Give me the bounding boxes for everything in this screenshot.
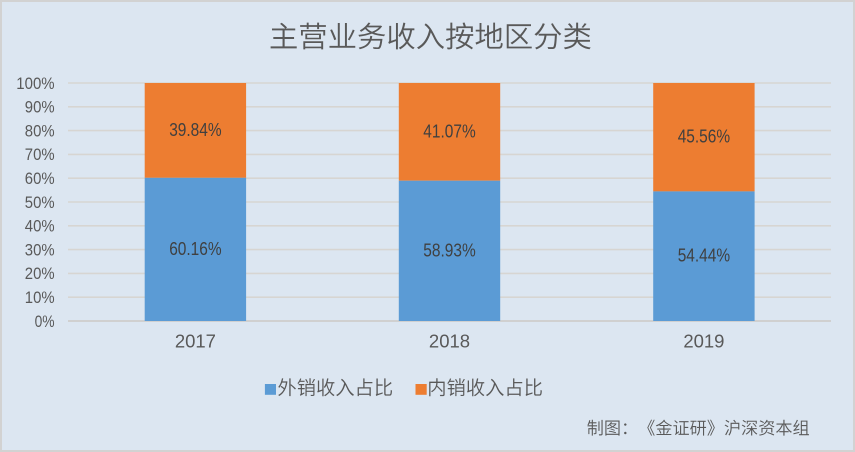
svg-text:45.56%: 45.56% [678,127,730,147]
svg-text:2018: 2018 [429,330,470,351]
svg-text:2017: 2017 [175,330,216,351]
svg-text:10%: 10% [25,288,55,307]
svg-text:60%: 60% [25,169,55,188]
svg-text:2019: 2019 [683,330,724,351]
svg-text:0%: 0% [35,312,55,331]
svg-text:39.84%: 39.84% [169,120,221,140]
svg-text:41.07%: 41.07% [423,121,475,141]
svg-text:90%: 90% [25,98,55,117]
svg-text:60.16%: 60.16% [169,239,221,259]
svg-text:50%: 50% [25,193,55,212]
svg-text:20%: 20% [25,264,55,283]
svg-text:70%: 70% [25,145,55,164]
svg-text:58.93%: 58.93% [423,240,475,260]
svg-text:80%: 80% [25,121,55,140]
svg-text:30%: 30% [25,240,55,259]
svg-text:40%: 40% [25,217,55,236]
svg-text:54.44%: 54.44% [678,246,730,266]
svg-text:100%: 100% [16,74,54,93]
